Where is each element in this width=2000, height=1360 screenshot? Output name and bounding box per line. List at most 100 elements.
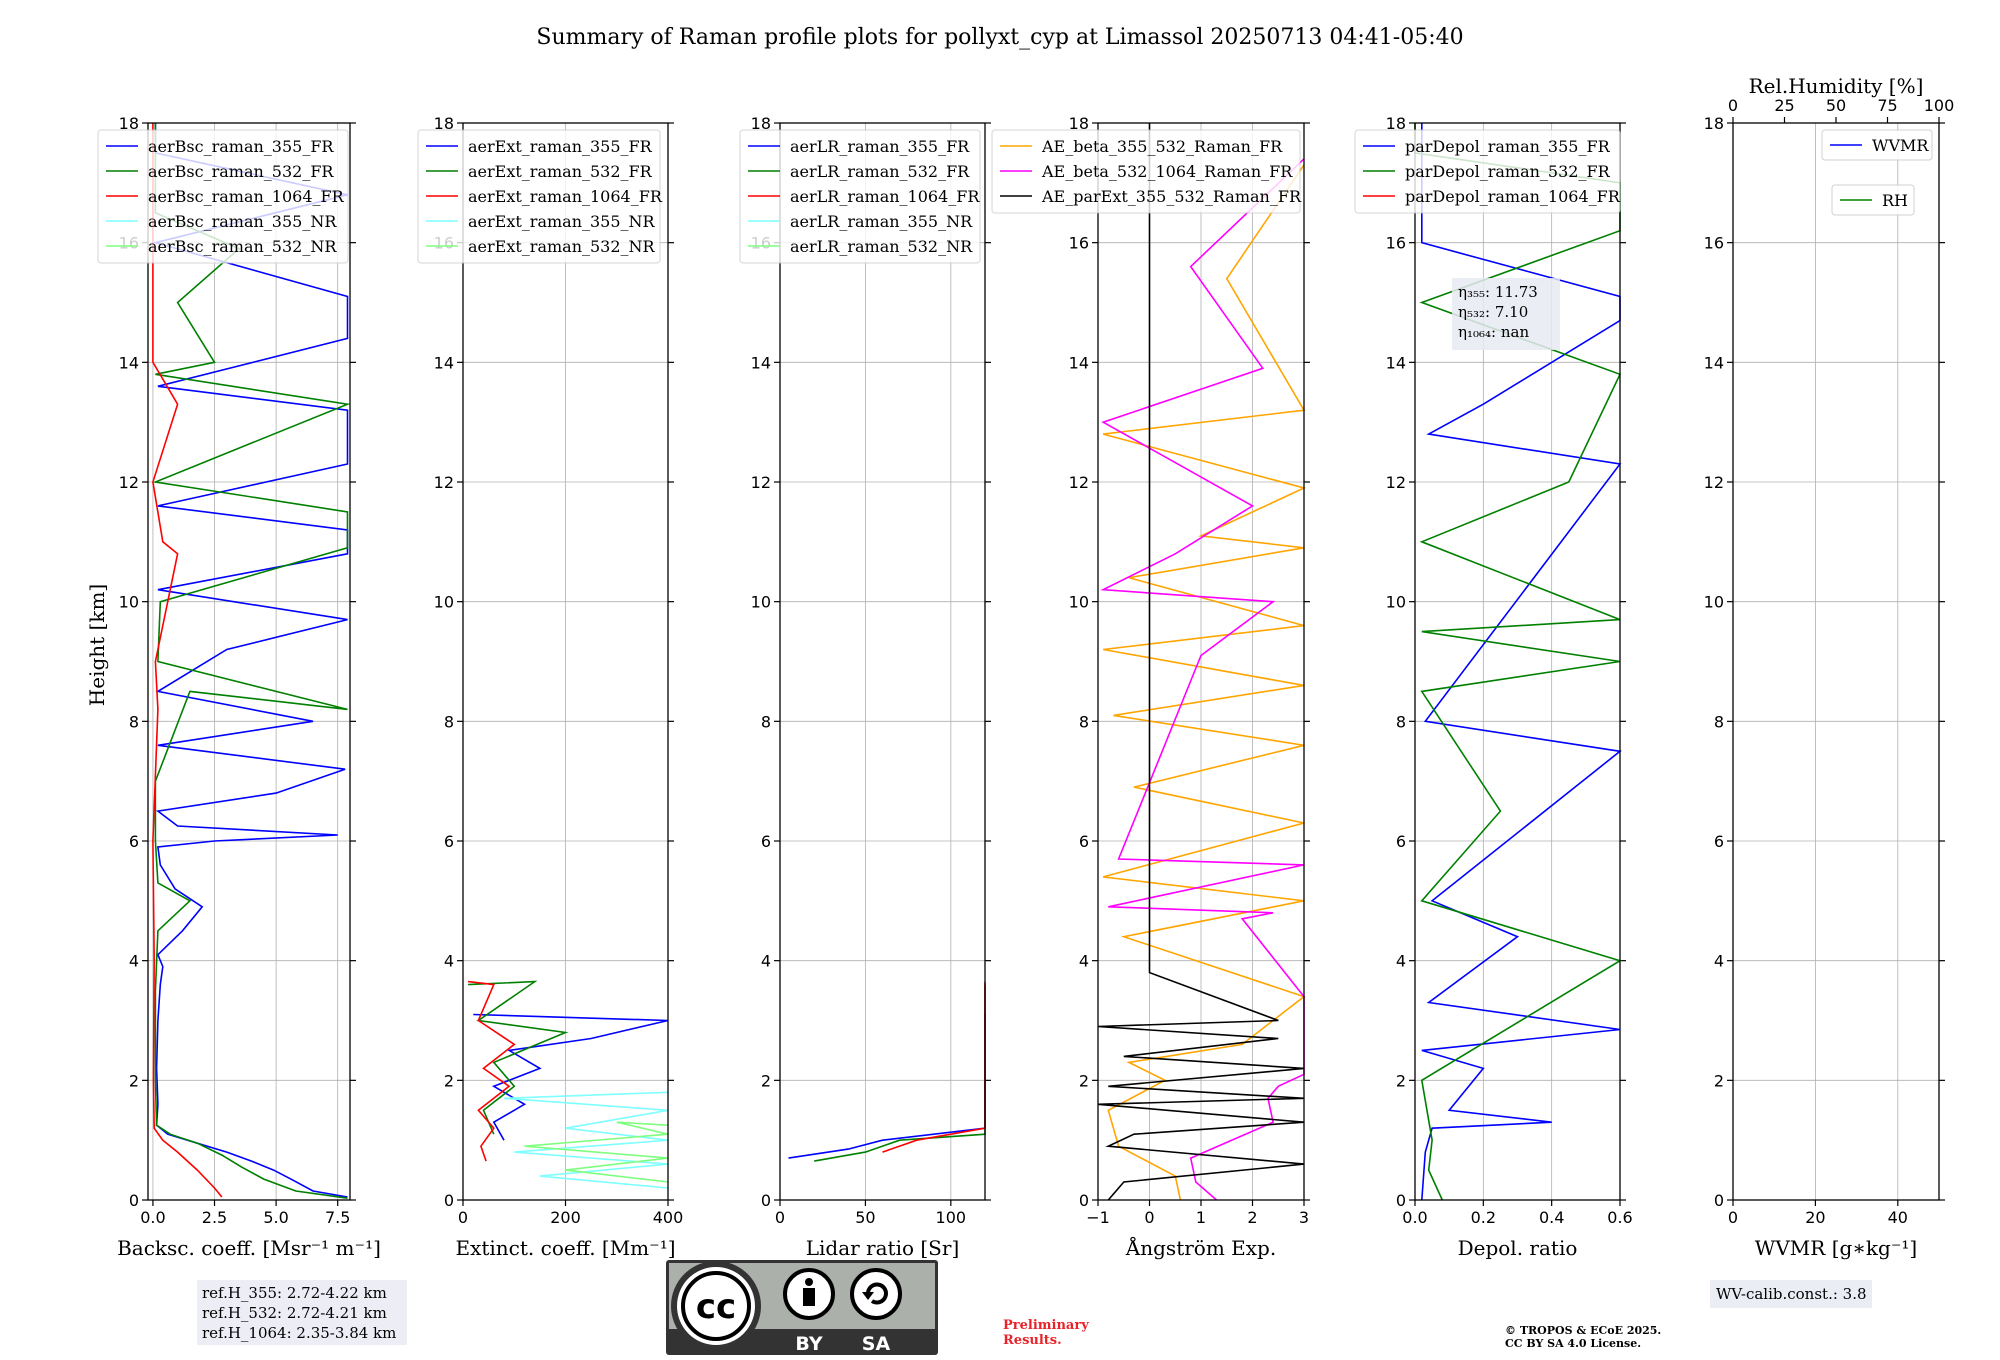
legend-label: AE_beta_532_1064_Raman_FR bbox=[1041, 162, 1293, 181]
y-tick-label: 14 bbox=[119, 353, 139, 372]
y-tick-label: 6 bbox=[1396, 832, 1406, 851]
ref-height-355: ref.H_355: 2.72-4.22 km bbox=[202, 1284, 387, 1302]
y-tick-label: 6 bbox=[129, 832, 139, 851]
panel-wv: 0 20 40 0 2 4 6 8 10 12 14 16 18 WVMR [g∗kg⁻¹] 0 25 50 75… bbox=[1704, 74, 1955, 1308]
legend-label: aerExt_raman_1064_FR bbox=[468, 187, 663, 206]
legend-label: aerLR_raman_532_FR bbox=[790, 162, 970, 181]
axes-frame bbox=[1097, 122, 1305, 1201]
series-aerBsc_raman_1064_FR bbox=[152, 123, 223, 1198]
y-tick-label: 10 bbox=[751, 593, 771, 612]
y-tick-label: 10 bbox=[1386, 593, 1406, 612]
series-AE_parExt_355_532_Raman_FR bbox=[1097, 123, 1305, 1201]
x-tick-label: 100 bbox=[936, 1208, 967, 1227]
ref-height-1064: ref.H_1064: 2.35-3.84 km bbox=[202, 1324, 396, 1342]
y-tick-label: 2 bbox=[129, 1071, 139, 1090]
y-tick-label: 14 bbox=[1386, 353, 1406, 372]
legend-box bbox=[991, 129, 1301, 214]
legend-label: aerBsc_raman_532_NR bbox=[148, 237, 337, 256]
x-axis-label: Depol. ratio bbox=[1458, 1236, 1578, 1260]
x-axis-label: WVMR [g∗kg⁻¹] bbox=[1755, 1236, 1917, 1260]
y-tick-label: 2 bbox=[1079, 1071, 1089, 1090]
legend-depol: parDepol_raman_355_FR parDepol_raman_532_… bbox=[1354, 129, 1621, 214]
annotation-box bbox=[1710, 1280, 1872, 1308]
x-tick-label: 0 bbox=[458, 1208, 468, 1227]
series-aerBsc_raman_532_FR bbox=[152, 123, 351, 1199]
wv-calib-annotation: WV-calib.const.: 3.8 bbox=[1710, 1280, 1872, 1308]
legend-wvmr: WVMR bbox=[1821, 129, 1933, 161]
x-axis-label: Extinct. coeff. [Mm⁻¹] bbox=[455, 1236, 675, 1260]
legend-ae: AE_beta_355_532_Raman_FR AE_beta_532_1064… bbox=[991, 129, 1302, 214]
y-tick-label: 0 bbox=[444, 1191, 454, 1210]
y-tick-label: 14 bbox=[434, 353, 454, 372]
y-tick-label: 6 bbox=[1714, 832, 1724, 851]
x-tick-label: 1 bbox=[1196, 1208, 1206, 1227]
eta-value: η₃₅₅: 11.73 bbox=[1458, 283, 1538, 301]
panel-lr: 050100024681012141618Lidar ratio [Sr]aer… bbox=[739, 114, 991, 1260]
y-tick-label: 8 bbox=[444, 712, 454, 731]
eta-value: η₅₃₂: 7.10 bbox=[1458, 303, 1528, 321]
series-aerLR_raman_1064_FR bbox=[882, 981, 986, 1153]
legend-label: AE_parExt_355_532_Raman_FR bbox=[1041, 187, 1302, 206]
y-tick-label: 18 bbox=[434, 114, 454, 133]
legend-label: parDepol_raman_1064_FR bbox=[1405, 187, 1621, 206]
eta-value: η₁₀₆₄: nan bbox=[1458, 323, 1529, 341]
legend-label: aerExt_raman_355_NR bbox=[468, 212, 656, 231]
legend-box bbox=[1831, 184, 1915, 216]
y-tick-label: 2 bbox=[761, 1071, 771, 1090]
y-tick-label: 2 bbox=[1396, 1071, 1406, 1090]
legend-box bbox=[417, 129, 661, 264]
panels: 0.02.55.07.5024681012141618Backsc. coeff… bbox=[97, 74, 1955, 1308]
legend-box bbox=[1821, 129, 1933, 161]
series-aerExt_raman_532_FR bbox=[468, 980, 569, 1135]
y-tick-label: 10 bbox=[119, 593, 139, 612]
legend-label: aerBsc_raman_532_FR bbox=[148, 162, 334, 181]
sa-icon bbox=[850, 1268, 902, 1320]
series-aerExt_raman_1064_FR bbox=[468, 980, 516, 1162]
top-tick-label: 100 bbox=[1924, 96, 1955, 115]
y-tick-label: 6 bbox=[444, 832, 454, 851]
x-tick-label: 0.4 bbox=[1539, 1208, 1564, 1227]
y-tick-label: 12 bbox=[1386, 473, 1406, 492]
top-axis-label: Rel.Humidity [%] bbox=[1749, 74, 1924, 98]
x-tick-label: 0.0 bbox=[1402, 1208, 1427, 1227]
y-tick-label: 6 bbox=[761, 832, 771, 851]
legend-label: aerLR_raman_355_NR bbox=[790, 212, 973, 231]
x-tick-label: 50 bbox=[855, 1208, 875, 1227]
y-tick-label: 18 bbox=[1704, 114, 1724, 133]
y-tick-label: 4 bbox=[1714, 952, 1724, 971]
legend-label: aerLR_raman_1064_FR bbox=[790, 187, 980, 206]
y-tick-label: 10 bbox=[434, 593, 454, 612]
y-tick-label: 0 bbox=[129, 1191, 139, 1210]
wv-calib-value: WV-calib.const.: 3.8 bbox=[1716, 1285, 1867, 1303]
y-tick-label: 0 bbox=[1396, 1191, 1406, 1210]
y-tick-label: 14 bbox=[1704, 353, 1724, 372]
legend-lr: aerLR_raman_355_FR aerLR_raman_532_FR aerL… bbox=[739, 129, 981, 264]
y-tick-label: 8 bbox=[761, 712, 771, 731]
top-tick-label: 25 bbox=[1774, 96, 1794, 115]
y-tick-label: 18 bbox=[751, 114, 771, 133]
top-tick-label: 75 bbox=[1877, 96, 1897, 115]
legend-label: aerLR_raman_532_NR bbox=[790, 237, 973, 256]
y-tick-label: 0 bbox=[1079, 1191, 1089, 1210]
y-tick-label: 16 bbox=[1069, 234, 1089, 253]
y-tick-label: 8 bbox=[129, 712, 139, 731]
y-tick-label: 10 bbox=[1704, 593, 1724, 612]
y-tick-label: 4 bbox=[1079, 952, 1089, 971]
x-axis-label: Backsc. coeff. [Msr⁻¹ m⁻¹] bbox=[117, 1236, 381, 1260]
legend-label: WVMR bbox=[1872, 136, 1929, 155]
annotation-box bbox=[1452, 278, 1560, 350]
panel-ext: 0200400024681012141618Extinct. coeff. [M… bbox=[417, 114, 683, 1260]
legend-box bbox=[739, 129, 981, 264]
y-tick-label: 8 bbox=[1714, 712, 1724, 731]
axes-frame bbox=[779, 122, 986, 1201]
x-tick-label: 0.0 bbox=[140, 1208, 165, 1227]
y-tick-label: 14 bbox=[751, 353, 771, 372]
cc-label: cc bbox=[696, 1287, 736, 1327]
figure-title: Summary of Raman profile plots for polly… bbox=[536, 25, 1463, 50]
y-tick-label: 4 bbox=[444, 952, 454, 971]
x-tick-label: 0.6 bbox=[1607, 1208, 1632, 1227]
legend-label: aerExt_raman_355_FR bbox=[468, 137, 653, 156]
axes-frame bbox=[462, 122, 669, 1201]
y-tick-label: 18 bbox=[119, 114, 139, 133]
